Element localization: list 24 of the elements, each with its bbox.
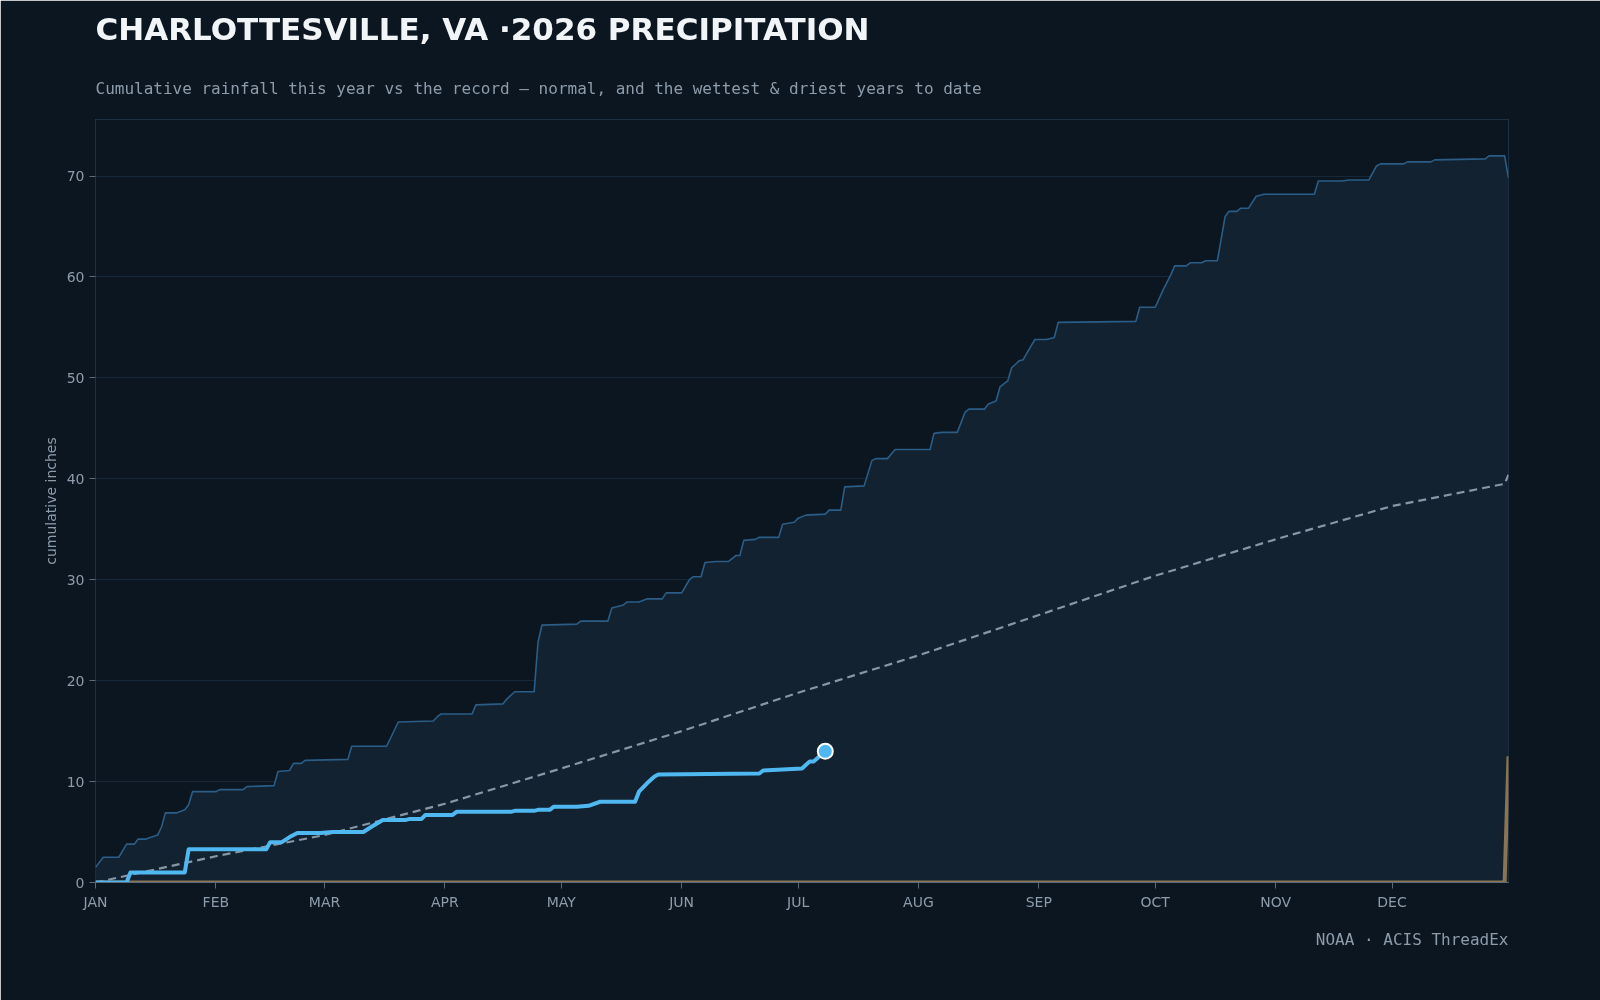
x-tick-label: JUN [668, 893, 695, 910]
y-tick-label: 50 [66, 369, 85, 386]
chart-subtitle: Cumulative rainfall this year vs the record — normal, and the wettest & driest years to date [95, 78, 982, 98]
y-tick-label: 0 [75, 874, 85, 891]
x-tick-label: DEC [1377, 893, 1407, 910]
y-tick-label: 60 [66, 268, 85, 285]
y-axis-title: cumulative inches [42, 437, 59, 565]
x-tick-label: MAR [308, 893, 341, 910]
y-tick-label: 10 [66, 773, 85, 790]
x-tick-label: OCT [1140, 893, 1171, 910]
text: NOAA · ACIS ThreadEx [1315, 929, 1509, 949]
x-tick-label: MAY [546, 893, 577, 910]
y-tick-label: 20 [66, 672, 85, 689]
x-tick-label: SEP [1025, 893, 1052, 910]
y-tick-label: 70 [66, 168, 85, 185]
x-tick-label: NOV [1260, 893, 1292, 910]
x-tick-label: JAN [82, 893, 108, 910]
chart-title: CHARLOTTESVILLE, VA ·2026 PRECIPITATION [95, 10, 870, 47]
y-tick-label: 30 [66, 571, 85, 588]
x-tick-label: FEB [202, 893, 230, 910]
x-tick-label: JUL [786, 893, 810, 910]
x-tick-label: APR [430, 893, 460, 910]
x-tick-label: AUG [903, 893, 934, 910]
y-tick-label: 40 [66, 470, 85, 487]
